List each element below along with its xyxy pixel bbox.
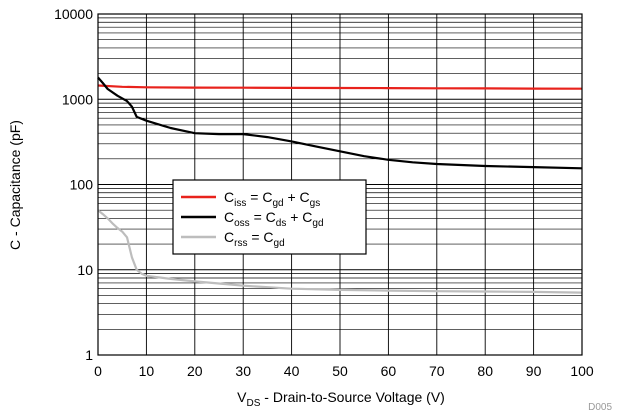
x-axis-label-text: - Drain-to-Source Voltage (V) bbox=[260, 389, 444, 405]
x-tick-label: 0 bbox=[94, 363, 102, 379]
legend-label-1: Ciss = Cgd + Cgs bbox=[224, 189, 320, 209]
x-tick-label: 40 bbox=[284, 363, 300, 379]
plot-frame bbox=[97, 13, 583, 356]
x-tick-label: 80 bbox=[477, 363, 493, 379]
y-tick-label: 1000 bbox=[62, 91, 93, 107]
y-tick-label: 1 bbox=[85, 347, 93, 363]
legend-label-3: Crss = Cgd bbox=[224, 229, 285, 249]
x-tick-label: 10 bbox=[139, 363, 155, 379]
y-tick-labels: 1 10 100 1000 10000 bbox=[54, 6, 93, 363]
x-tick-label: 30 bbox=[235, 363, 251, 379]
y-tick-label: 10 bbox=[77, 262, 93, 278]
figure-tag: D005 bbox=[588, 402, 612, 412]
series-line-3 bbox=[97, 209, 583, 294]
x-tick-label: 20 bbox=[187, 363, 203, 379]
x-tick-label: 90 bbox=[526, 363, 542, 379]
legend-label-2: Coss = Cds + Cgd bbox=[224, 209, 324, 229]
x-tick-label: 100 bbox=[570, 363, 594, 379]
x-tick-labels: 0 10 20 30 40 50 60 70 80 90 100 bbox=[94, 363, 594, 379]
series-line-1 bbox=[97, 84, 583, 90]
series-line-2 bbox=[97, 76, 583, 170]
x-tick-label: 50 bbox=[332, 363, 348, 379]
x-axis-label-prefix: V bbox=[237, 389, 247, 405]
x-tick-label: 60 bbox=[381, 363, 397, 379]
y-tick-label: 100 bbox=[70, 177, 94, 193]
y-axis-label: C - Capacitance (pF) bbox=[7, 120, 23, 250]
x-axis-label-subscript: DS bbox=[247, 398, 261, 409]
y-tick-label: 10000 bbox=[54, 6, 93, 22]
data-series bbox=[97, 76, 583, 294]
x-tick-label: 70 bbox=[429, 363, 445, 379]
x-axis-label: VDS - Drain-to-Source Voltage (V) bbox=[237, 389, 445, 409]
